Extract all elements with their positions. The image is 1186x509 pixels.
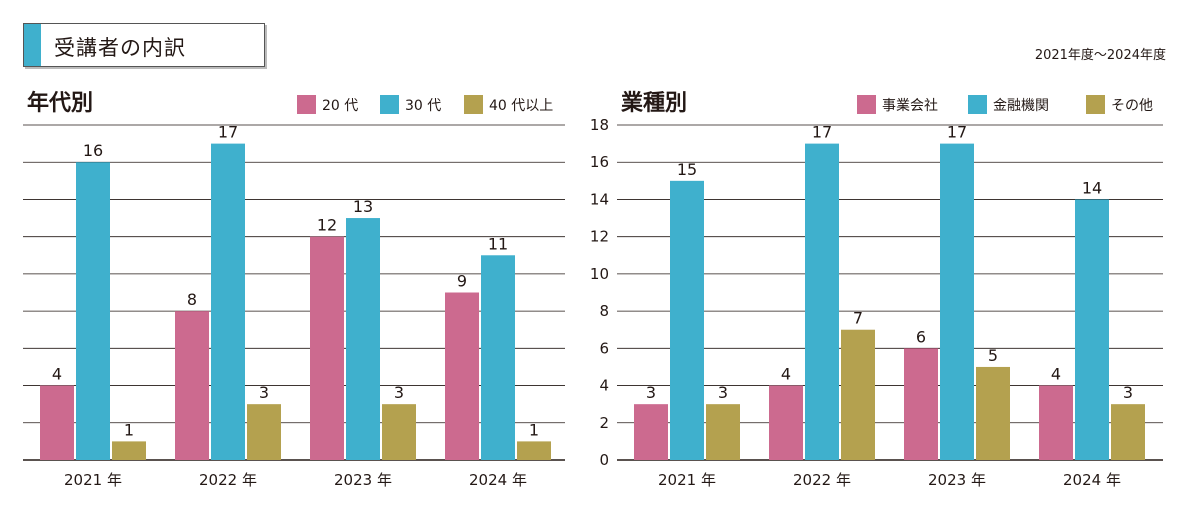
chart-title: 業種別: [621, 91, 687, 116]
legend-label: 金融機関: [993, 98, 1049, 114]
y-tick-label: 4: [599, 377, 609, 395]
x-tick-label: 2022 年: [199, 471, 257, 489]
bar: [112, 441, 146, 460]
data-label: 3: [718, 383, 728, 402]
data-label: 3: [1123, 383, 1133, 402]
data-label: 12: [317, 216, 337, 235]
legend-swatch: [1086, 95, 1105, 114]
x-tick-label: 2024 年: [469, 471, 527, 489]
bar: [310, 236, 344, 460]
x-tick-label: 2021 年: [64, 471, 122, 489]
legend-swatch: [464, 95, 483, 114]
y-tick-label: 12: [590, 228, 609, 246]
data-label: 7: [853, 309, 863, 328]
bar: [517, 441, 551, 460]
data-label: 4: [781, 365, 791, 384]
data-label: 3: [394, 383, 404, 402]
bar: [769, 385, 803, 460]
data-label: 1: [529, 420, 539, 439]
chart-title: 年代別: [27, 90, 93, 116]
data-label: 17: [812, 123, 832, 142]
data-label: 17: [947, 123, 967, 142]
y-tick-label: 0: [599, 451, 609, 469]
title-accent-bar: [24, 24, 41, 66]
y-tick-label: 10: [590, 265, 609, 283]
data-label: 17: [218, 123, 238, 142]
section-title-box: 受講者の内訳: [23, 23, 265, 67]
data-label: 16: [83, 141, 103, 160]
legend-swatch: [968, 95, 987, 114]
x-tick-label: 2023 年: [334, 471, 392, 489]
data-label: 4: [1051, 365, 1061, 384]
legend-swatch: [380, 95, 399, 114]
bar: [805, 143, 839, 460]
period-label: 2021年度～2024年度: [1034, 48, 1166, 63]
bar: [670, 180, 704, 461]
x-tick-label: 2022 年: [793, 471, 851, 489]
legend-label: 30 代: [405, 98, 441, 114]
data-label: 9: [457, 272, 467, 291]
bar: [976, 366, 1010, 460]
bar: [40, 385, 74, 460]
x-tick-label: 2024 年: [1063, 471, 1121, 489]
legend-swatch: [297, 95, 316, 114]
bar: [382, 404, 416, 460]
bar: [247, 404, 281, 460]
data-label: 14: [1082, 178, 1102, 197]
bar: [706, 404, 740, 460]
bar: [634, 404, 668, 460]
y-tick-label: 2: [599, 414, 609, 432]
section-title: 受講者の内訳: [54, 36, 186, 60]
x-tick-label: 2023 年: [928, 471, 986, 489]
data-label: 3: [646, 383, 656, 402]
bar: [940, 143, 974, 460]
bar: [1075, 199, 1109, 460]
y-tick-label: 18: [590, 116, 609, 134]
data-label: 15: [677, 160, 697, 179]
data-label: 3: [259, 383, 269, 402]
bar: [1039, 385, 1073, 460]
x-tick-label: 2021 年: [658, 471, 716, 489]
y-tick-label: 14: [590, 190, 609, 208]
y-tick-label: 16: [590, 153, 609, 171]
data-label: 4: [52, 365, 62, 384]
data-label: 1: [124, 420, 134, 439]
data-label: 11: [488, 234, 508, 253]
y-tick-label: 6: [599, 339, 609, 357]
bar: [841, 329, 875, 460]
bar: [1111, 404, 1145, 460]
bar: [346, 218, 380, 460]
legend-label: 20 代: [322, 98, 358, 114]
bar: [211, 143, 245, 460]
data-label: 5: [988, 346, 998, 365]
bar: [904, 348, 938, 460]
data-label: 8: [187, 290, 197, 309]
bar: [481, 255, 515, 460]
legend-label: 事業会社: [882, 98, 938, 114]
bar: [76, 162, 110, 460]
bar: [445, 292, 479, 460]
data-label: 6: [916, 327, 926, 346]
legend-swatch: [857, 95, 876, 114]
bar: [175, 311, 209, 460]
legend-label: その他: [1111, 98, 1153, 114]
legend-label: 40 代以上: [489, 98, 553, 114]
y-tick-label: 8: [599, 302, 609, 320]
data-label: 13: [353, 197, 373, 216]
